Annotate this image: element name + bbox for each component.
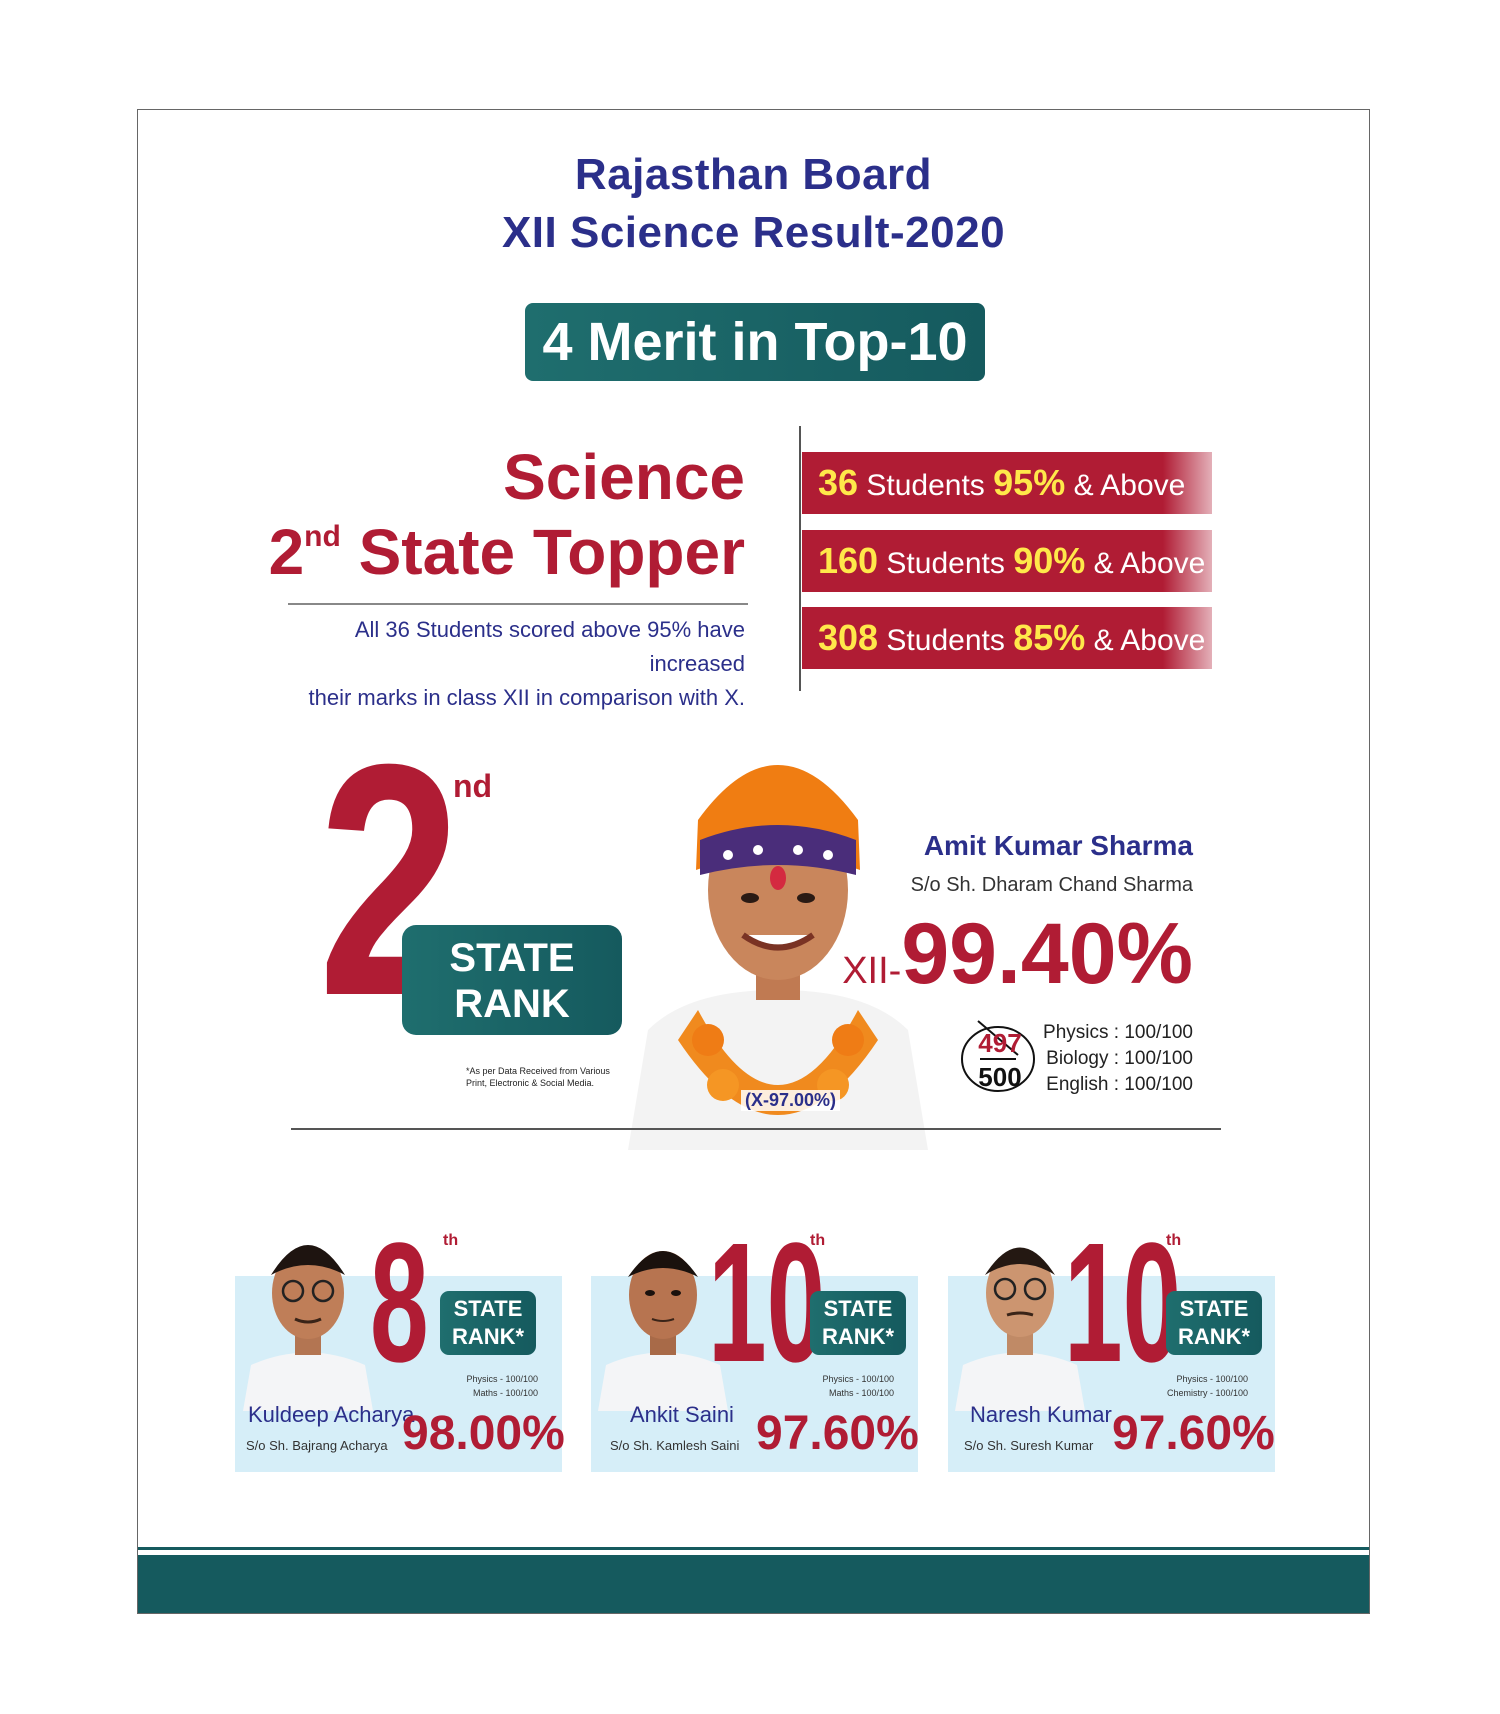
student-photo — [243, 1245, 373, 1411]
stat-count: 36 — [818, 462, 859, 503]
note-line1: All 36 Students scored above 95% have in… — [354, 617, 745, 676]
card-rank-suffix: th — [810, 1232, 826, 1249]
card-father-name: S/o Sh. Kamlesh Saini — [610, 1438, 740, 1453]
stat-pct: 85% — [1013, 617, 1086, 658]
badge-line2: RANK* — [1177, 1324, 1251, 1349]
subject-score: English : 100/100 — [1046, 1074, 1193, 1095]
card-state-rank-badge: STATE RANK* — [810, 1291, 906, 1355]
badge-line1: STATE — [453, 1296, 523, 1321]
topper-photo — [628, 765, 928, 1150]
card-rank-suffix: th — [1166, 1232, 1182, 1249]
card-subjects: Physics - 100/100 Maths - 100/100 — [428, 1372, 538, 1400]
card-subject: Maths - 100/100 — [472, 1388, 538, 1398]
card-subject: Physics - 100/100 — [822, 1374, 894, 1384]
card-subjects: Physics - 100/100 Maths - 100/100 — [784, 1372, 894, 1400]
stat-bar: 160 Students 90% & Above — [802, 530, 1212, 592]
score-obtained: 497 — [978, 1028, 1022, 1058]
note-line2: their marks in class XII in comparison w… — [308, 685, 745, 710]
badge-line1: STATE — [1179, 1296, 1249, 1321]
stat-count: 308 — [818, 617, 879, 658]
stat-tail: & Above — [1093, 547, 1206, 580]
poster-frame: Rajasthan Board XII Science Result-2020 … — [137, 109, 1370, 1614]
card-subject: Maths - 100/100 — [828, 1388, 894, 1398]
footer-line — [138, 1547, 1369, 1550]
merit-banner: 4 Merit in Top-10 — [525, 303, 985, 381]
card-student-name: Kuldeep Acharya — [248, 1402, 415, 1427]
footer-band — [138, 1555, 1369, 1613]
state-rank-line2: RANK — [454, 982, 570, 1026]
state-rank-line1: STATE — [449, 936, 575, 980]
card-rank-number: 10 — [1064, 1208, 1182, 1398]
card-percentage: 98.00% — [402, 1407, 565, 1460]
state-topper-heading: 2nd State Topper — [269, 515, 745, 589]
header-title-line2: XII Science Result-2020 — [501, 208, 1006, 257]
card-father-name: S/o Sh. Suresh Kumar — [964, 1438, 1094, 1453]
card-rank-number: 8 — [370, 1208, 429, 1398]
score-oval-icon — [961, 1020, 1035, 1092]
student-photo — [598, 1251, 728, 1411]
student-photo — [955, 1247, 1085, 1411]
stat-pct: 95% — [993, 462, 1066, 503]
card-rank-suffix: th — [443, 1232, 459, 1249]
stat-tail: & Above — [1093, 624, 1206, 657]
stat-students: Students — [866, 469, 985, 502]
stat-students: Students — [886, 624, 1005, 657]
stat-students: Students — [886, 547, 1005, 580]
card-subject: Physics - 100/100 — [1176, 1374, 1248, 1384]
stat-bar: 308 Students 85% & Above — [802, 607, 1212, 669]
topper-percentage: XII-99.40% — [842, 905, 1193, 1004]
badge-line2: RANK* — [821, 1324, 895, 1349]
divider — [288, 603, 748, 605]
percentage-value: 99.40% — [901, 906, 1193, 1002]
topper-father: S/o Sh. Dharam Chand Sharma — [910, 874, 1193, 896]
subject-score: Physics : 100/100 — [1043, 1022, 1193, 1043]
card-percentage: 97.60% — [756, 1407, 919, 1460]
card-father-name: S/o Sh. Bajrang Acharya — [246, 1438, 388, 1453]
disclaimer-text: *As per Data Received from Various Print… — [466, 1066, 610, 1088]
topper-name: Amit Kumar Sharma — [923, 830, 1193, 861]
state-topper-text: State Topper — [358, 516, 745, 588]
percentage-label: XII- — [842, 950, 902, 992]
stat-count: 160 — [818, 540, 879, 581]
card-state-rank-badge: STATE RANK* — [440, 1291, 536, 1355]
merit-text: 4 Merit in Top-10 — [542, 312, 968, 372]
divider — [291, 1128, 1221, 1130]
ordinal-suffix: nd — [304, 520, 341, 553]
score-total: 500 — [978, 1062, 1022, 1092]
card-state-rank-badge: STATE RANK* — [1166, 1291, 1262, 1355]
science-heading: Science — [503, 441, 745, 513]
ordinal-number: 2 — [268, 516, 305, 588]
stat-pct: 90% — [1013, 540, 1086, 581]
rank-suffix: nd — [453, 768, 493, 804]
card-subject: Chemistry - 100/100 — [1166, 1388, 1248, 1398]
badge-line2: RANK* — [451, 1324, 525, 1349]
improvement-note: All 36 Students scored above 95% have in… — [265, 613, 745, 715]
card-student-name: Ankit Saini — [630, 1402, 734, 1427]
subject-scores: Physics : 100/100 Biology : 100/100 Engl… — [1043, 1020, 1193, 1098]
subject-score: Biology : 100/100 — [1046, 1048, 1193, 1069]
badge-line1: STATE — [823, 1296, 893, 1321]
card-subjects: Physics - 100/100 Chemistry - 100/100 — [1128, 1372, 1248, 1400]
stat-tail: & Above — [1073, 469, 1186, 502]
vertical-divider — [799, 426, 801, 691]
state-rank-badge: STATE RANK — [402, 925, 622, 1035]
stat-bar: 36 Students 95% & Above — [802, 452, 1212, 514]
class-x-percentage: (X-97.00%) — [741, 1090, 841, 1111]
card-percentage: 97.60% — [1112, 1407, 1275, 1460]
card-rank-number: 10 — [708, 1208, 826, 1398]
card-subject: Physics - 100/100 — [466, 1374, 538, 1384]
card-student-name: Naresh Kumar — [970, 1402, 1112, 1427]
header-title-line1: Rajasthan Board — [574, 150, 933, 199]
